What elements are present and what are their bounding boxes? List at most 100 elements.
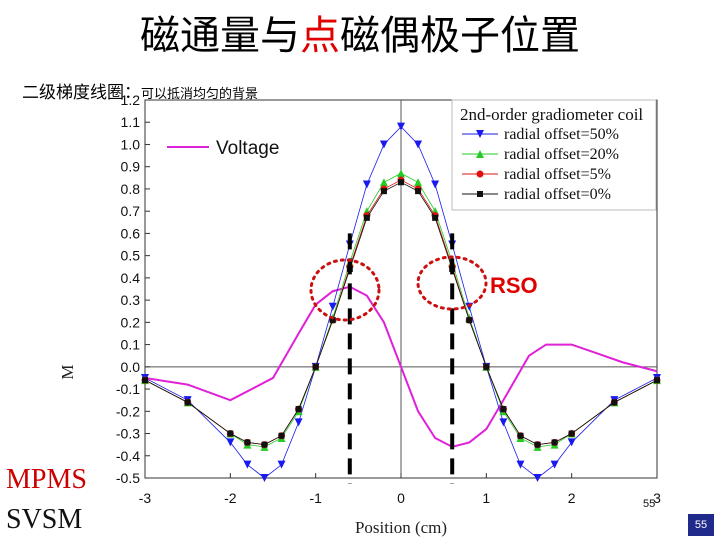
y-tick-label: 0.1	[121, 337, 141, 353]
svsm-label: SVSM	[6, 504, 83, 535]
chart-axes: -0.5 -0.4 -0.3 -0.2 -0.1 0.0 0.1 0.2 0.3 0.4 0.5 0.…	[58, 92, 661, 537]
voltage-series	[144, 285, 658, 448]
point-marker	[483, 363, 490, 370]
title-post: 磁偶极子位置	[340, 13, 580, 59]
series-line	[144, 285, 658, 448]
point-marker	[500, 406, 507, 413]
point-marker	[477, 191, 483, 197]
y-tick-label: 1.0	[121, 136, 141, 152]
point-marker	[398, 179, 404, 186]
subtitle-note: 可以抵消均匀的背景	[141, 87, 259, 102]
point-marker	[328, 302, 337, 311]
point-marker	[654, 377, 660, 384]
point-marker	[379, 140, 388, 149]
point-marker	[260, 474, 269, 482]
point-marker	[294, 418, 303, 427]
point-marker	[476, 130, 484, 138]
x-tick-label: 2	[568, 490, 576, 506]
y-tick-label: -0.4	[116, 448, 140, 464]
y-tick-label: 1.1	[121, 114, 141, 130]
point-marker	[397, 122, 405, 131]
point-marker	[362, 180, 371, 189]
subtitle: 二级梯度线圈：可以抵消均匀的背景	[22, 78, 258, 103]
y-axis-label: M	[58, 364, 77, 379]
point-marker	[227, 430, 234, 437]
point-marker	[432, 214, 439, 221]
y-tick-label: 0.3	[121, 292, 141, 308]
y-tick-label: 0.4	[121, 270, 141, 286]
legend-label: radial offset=5%	[504, 166, 611, 183]
rso-label: RSO	[490, 273, 538, 298]
y-tick-label: -0.5	[116, 470, 140, 486]
voltage-legend-label: Voltage	[216, 138, 279, 159]
point-marker	[277, 460, 286, 469]
point-marker	[517, 432, 524, 439]
y-tick-label: -0.1	[116, 381, 140, 397]
coil-ellipse-left	[309, 258, 381, 322]
point-marker	[431, 180, 440, 189]
point-marker	[363, 214, 370, 221]
y-tick-label: 0.2	[121, 314, 141, 330]
y-tick-label: -0.2	[116, 403, 140, 419]
slide-title: 磁通量与点磁偶极子位置	[0, 12, 720, 60]
coil-ellipse-right	[416, 255, 488, 311]
x-tick-label: -1	[309, 490, 322, 506]
y-tick-label: 0.0	[121, 359, 141, 375]
x-tick-label: 1	[482, 490, 490, 506]
title-highlight: 点	[300, 13, 340, 59]
x-tick-label: 3	[653, 490, 661, 506]
y-tick-label: 0.9	[121, 159, 141, 175]
x-tick-label: -2	[224, 490, 237, 506]
legend-label: radial offset=20%	[504, 146, 619, 163]
chart-legend: 2nd-order gradiometer coil radial offset=…	[167, 99, 657, 211]
y-tick-label: 1.2	[121, 92, 141, 108]
point-marker	[476, 150, 484, 158]
point-marker	[379, 178, 388, 187]
chart-annotations: RSO	[309, 233, 538, 484]
point-marker	[244, 439, 251, 446]
y-tick-label: 0.7	[121, 203, 141, 219]
point-marker	[415, 188, 422, 195]
legend-label: radial offset=0%	[504, 186, 611, 203]
small-page-number: 55	[643, 498, 656, 510]
point-marker	[476, 170, 484, 178]
legend-label: radial offset=50%	[504, 126, 619, 143]
point-marker	[516, 460, 525, 469]
point-marker	[312, 363, 319, 370]
x-tick-label: 0	[397, 490, 405, 506]
subtitle-main: 二级梯度线圈：	[22, 83, 141, 103]
point-marker	[534, 441, 541, 448]
x-axis-label: Position (cm)	[355, 518, 447, 537]
point-marker	[414, 140, 423, 149]
series-voltage	[144, 285, 658, 448]
point-marker	[243, 460, 252, 469]
point-marker	[568, 430, 575, 437]
point-marker	[611, 399, 618, 406]
point-marker	[142, 377, 148, 384]
y-tick-label: 0.5	[121, 248, 141, 264]
point-marker	[295, 406, 302, 413]
point-marker	[278, 432, 285, 439]
point-marker	[533, 474, 542, 482]
point-marker	[414, 178, 423, 187]
point-marker	[329, 317, 336, 324]
point-marker	[261, 441, 268, 448]
point-marker	[184, 399, 191, 406]
point-marker	[380, 188, 387, 195]
y-tick-label: -0.3	[116, 426, 140, 442]
y-tick-label: 0.6	[121, 225, 141, 241]
point-marker	[567, 438, 576, 447]
point-marker	[550, 460, 559, 469]
point-marker	[397, 169, 405, 178]
point-marker	[499, 418, 508, 427]
x-tick-label: -3	[139, 490, 152, 506]
y-tick-label: 0.8	[121, 181, 141, 197]
offset-series-layer	[141, 122, 661, 482]
legend-title: 2nd-order gradiometer coil	[460, 105, 643, 124]
page-number-badge: 55	[688, 514, 714, 536]
legend-box	[451, 99, 657, 211]
point-marker	[551, 439, 558, 446]
title-pre: 磁通量与	[140, 13, 300, 59]
mpms-label: MPMS	[6, 464, 87, 495]
